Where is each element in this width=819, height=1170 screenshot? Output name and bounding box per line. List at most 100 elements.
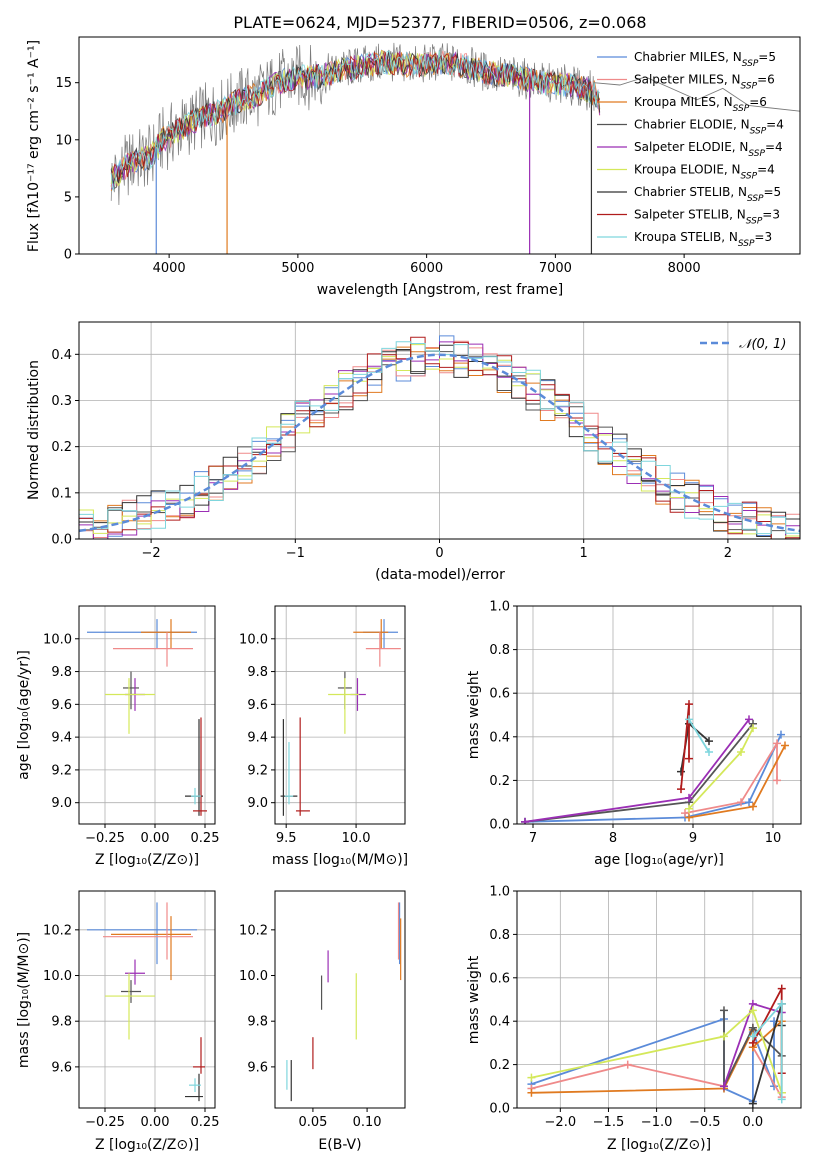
weight_vs_Z-xtick-label: −0.5: [689, 1115, 721, 1130]
age_vs_Z-xtick-label: 0.25: [191, 831, 220, 846]
mass_vs_Z-xtick-label: −0.25: [85, 1115, 125, 1130]
legend-label-text: Salpeter STELIB, N: [634, 208, 746, 222]
spectrum-xtick-label: 5000: [281, 261, 314, 276]
age_vs_mass-ytick-label: 9.2: [247, 763, 268, 778]
mass_vs_ebv-xtick-label: 0.10: [353, 1115, 382, 1130]
mass_vs_Z-ytick-label: 9.8: [51, 1015, 72, 1030]
weight-vs-age-panel: 7 8 9 10 0.0 0.2 0.4 0.6 0.8 1.0 age [log₁₀(age/y…: [466, 600, 802, 868]
spectrum-xtick-label: 4000: [153, 261, 186, 276]
legend-label-text: Salpeter MILES, N: [634, 73, 741, 87]
weight_vs_age-weight-marker: [685, 754, 693, 763]
spectrum-xtick-label: 7000: [539, 261, 572, 276]
spectrum-legend-label: Salpeter ELODIE, NSSP=4: [634, 140, 783, 159]
weight_vs_age-plot-area: [521, 700, 789, 824]
weight_vs_age-ytick-label: 0.8: [489, 643, 510, 658]
spectrum-legend-label: Chabrier MILES, NSSP=5: [634, 50, 776, 69]
age_vs_mass-xtick-label: 9.5: [276, 831, 297, 846]
spectrum-xlabel: wavelength [Angstrom, rest frame]: [317, 282, 563, 298]
age_vs_mass-ytick-label: 9.4: [247, 731, 268, 746]
weight_vs_age-weight-marker: [745, 715, 753, 724]
mass_vs_ebv-ytick-label: 9.8: [247, 1015, 268, 1030]
mass_vs_Z-xtick-label: 0.25: [191, 1115, 220, 1130]
weight_vs_Z-weight-marker: [527, 1088, 536, 1097]
age_vs_mass-ytick-label: 9.0: [247, 796, 268, 811]
legend-label-subscript: SSP: [733, 104, 750, 114]
weight_vs_Z-weight-line: [723, 1010, 783, 1087]
mass-vs-extinction-frame: [274, 890, 406, 1109]
mass-vs-metallicity-xlabel: Z [log₁₀(Z/Z⊙)]: [95, 1137, 199, 1153]
weight_vs_Z-ytick-label: 0.8: [489, 928, 510, 943]
age_vs_mass-ytick-label: 9.8: [247, 665, 268, 680]
spectrum-legend-label: Salpeter MILES, NSSP=6: [634, 73, 775, 92]
legend-label-text: Kroupa STELIB, N: [634, 230, 738, 244]
age-vs-mass-panel: 9.5 10.0 9.0 9.2 9.4 9.6 9.8 10.0 mass [log₁₀(M…: [239, 605, 408, 868]
spectrum-observed-line: [110, 42, 595, 206]
age_vs_Z-ytick-label: 9.0: [51, 796, 72, 811]
legend-label-value: =4: [766, 118, 784, 132]
mass_vs_Z-plot-area: [87, 902, 205, 1102]
residual-histogram-step: [79, 336, 800, 539]
age_vs_mass-xtick-label: 10.0: [342, 831, 371, 846]
weight_vs_age-weight-marker: [685, 804, 693, 813]
weight_vs_age-xtick-label: 10: [765, 831, 782, 846]
residuals-xtick-label: 2: [724, 546, 732, 561]
spectrum-ytick-label: 0: [64, 248, 72, 263]
weight_vs_Z-ytick-label: 0.0: [489, 1102, 510, 1117]
legend-label-subscript: SSP: [741, 82, 758, 92]
age_vs_Z-ytick-label: 9.6: [51, 698, 72, 713]
legend-label-value: =5: [764, 185, 782, 199]
weight_vs_age-weight-marker: [737, 748, 745, 757]
weight_vs_Z-weight-marker: [777, 999, 786, 1008]
legend-label-text: Chabrier STELIB, N: [634, 185, 747, 199]
spectrum-plot-area: [110, 42, 800, 254]
spectrum-xtick-label: 6000: [410, 261, 443, 276]
weight_vs_age-weight-marker: [745, 798, 753, 807]
residuals-ytick-label: 0.3: [51, 394, 72, 409]
weight_vs_age-weight-marker: [749, 724, 757, 733]
weight_vs_age-weight-marker: [685, 793, 693, 802]
weight_vs_Z-xtick-label: −2.0: [545, 1115, 577, 1130]
weight_vs_Z-ytick-label: 0.4: [489, 1015, 510, 1030]
gaussian-curve: [79, 353, 800, 533]
residuals-ytick-label: 0.1: [51, 486, 72, 501]
weight_vs_Z-weight-marker: [748, 1099, 757, 1108]
residuals-xtick-label: −2: [142, 546, 161, 561]
weight_vs_age-weight-marker: [677, 767, 685, 776]
weight_vs_Z-xtick-label: −1.5: [593, 1115, 625, 1130]
weight_vs_Z-weight-marker: [719, 1032, 728, 1041]
weight_vs_age-weight-marker: [781, 741, 789, 750]
weight_vs_Z-weight-marker: [623, 1060, 632, 1069]
weight_vs_age-weight-marker: [677, 785, 685, 794]
weight_vs_Z-weight-marker: [719, 1082, 728, 1091]
age_vs_Z-plot-area: [87, 619, 207, 816]
legend-label-value: =3: [762, 208, 780, 222]
age_vs_mass-plot-area: [280, 619, 401, 816]
weight-vs-metallicity-frame: [516, 890, 802, 1109]
age-vs-metallicity-ylabel: age [log₁₀(age/yr)]: [16, 650, 32, 780]
weight_vs_age-weight-marker: [777, 730, 785, 739]
weight_vs_age-weight-line: [524, 734, 782, 823]
weight_vs_age-ytick-label: 0.6: [489, 687, 510, 702]
weight-vs-age-ylabel: mass weight: [466, 670, 482, 759]
legend-label-text: Chabrier MILES, N: [634, 50, 742, 64]
weight_vs_age-weight-marker: [681, 809, 689, 818]
mass_vs_Z-ytick-label: 9.6: [51, 1060, 72, 1075]
mass_vs_Z-ytick-label: 10.2: [43, 923, 72, 938]
weight-vs-age-frame: [516, 605, 802, 825]
mass_vs_ebv-plot-area: [286, 902, 402, 1102]
weight_vs_Z-weight-marker: [719, 1006, 728, 1015]
spectrum-legend-label: Salpeter STELIB, NSSP=3: [634, 208, 780, 227]
spectrum-ytick-label: 10: [55, 133, 72, 148]
residuals-xtick-label: 0: [435, 546, 443, 561]
age_vs_Z-ytick-label: 9.4: [51, 731, 72, 746]
weight_vs_age-weight-marker: [521, 817, 529, 824]
residuals-plot-area: [79, 335, 800, 539]
weight_vs_Z-weight-marker: [748, 1006, 757, 1015]
spectrum-ylabel: Flux [fλ10⁻¹⁷ erg cm⁻² s⁻¹ A⁻¹]: [26, 40, 42, 252]
age-vs-metallicity-panel: −0.25 0.00 0.25 9.0 9.2 9.4 9.6 9.8 10.0 Z [log₁…: [16, 605, 220, 868]
legend-label-value: =6: [749, 95, 767, 109]
weight_vs_age-weight-marker: [749, 802, 757, 811]
weight-vs-metallicity-panel: −2.0 −1.5 −1.0 −0.5 0.0 0.0 0.2 0.4 0.6 0.8 1.0 Z …: [466, 885, 802, 1153]
legend-label-value: =4: [757, 163, 775, 177]
spectrum-panel: 4000 5000 6000 7000 8000 0 5 10 15 Chabrier MILES…: [26, 36, 801, 298]
